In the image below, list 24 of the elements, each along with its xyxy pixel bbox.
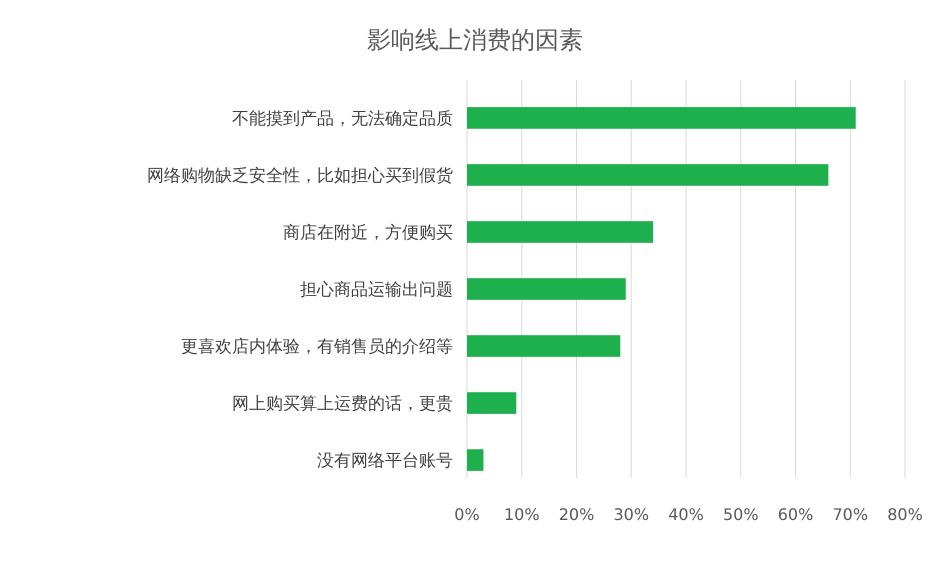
x-tick-label: 40%: [668, 505, 704, 524]
chart-title: 影响线上消费的因素: [367, 26, 583, 54]
y-tick-label: 担心商品运输出问题: [300, 280, 453, 300]
x-tick-label: 20%: [558, 505, 594, 524]
x-tick-label: 50%: [722, 505, 759, 524]
x-tick-label: 10%: [504, 505, 540, 524]
bar: [467, 278, 626, 300]
y-tick-label: 网上购买算上运费的话，更贵: [232, 394, 453, 414]
y-tick-label: 不能摸到产品，无法确定品质: [232, 108, 453, 129]
x-tick-label: 80%: [887, 505, 923, 524]
bar: [467, 164, 828, 186]
bar: [467, 221, 654, 243]
x-tick-label: 60%: [778, 505, 814, 524]
y-tick-label: 网络购物缺乏安全性，比如担心买到假货: [147, 166, 453, 186]
x-tick-label: 0%: [454, 505, 480, 524]
x-tick-label: 70%: [832, 505, 868, 524]
y-tick-label: 商店在附近，方便购买: [283, 222, 453, 243]
bar: [467, 449, 484, 471]
x-tick-label: 30%: [613, 505, 650, 524]
bar: [467, 335, 620, 357]
y-tick-label: 更喜欢店内体验，有销售员的介绍等: [181, 336, 453, 357]
bar: [467, 107, 856, 129]
y-tick-label: 没有网络平台账号: [317, 451, 453, 472]
bar: [467, 392, 516, 414]
